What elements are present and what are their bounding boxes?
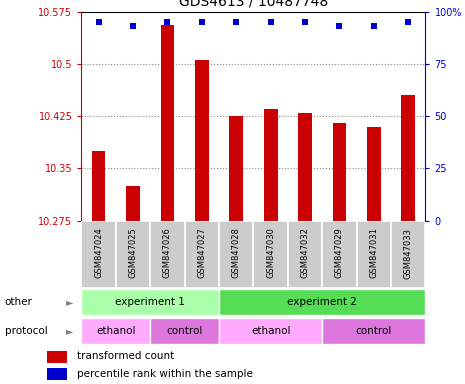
Text: GSM847026: GSM847026 xyxy=(163,228,172,278)
Bar xyxy=(92,151,106,221)
Text: GSM847032: GSM847032 xyxy=(300,228,310,278)
Bar xyxy=(332,123,346,221)
Text: GSM847025: GSM847025 xyxy=(128,228,138,278)
Text: ►: ► xyxy=(66,326,73,336)
Text: protocol: protocol xyxy=(5,326,47,336)
Bar xyxy=(46,368,67,380)
Bar xyxy=(195,60,209,221)
Point xyxy=(95,19,102,25)
Title: GDS4613 / 10487748: GDS4613 / 10487748 xyxy=(179,0,328,9)
Bar xyxy=(150,221,185,288)
Text: control: control xyxy=(356,326,392,336)
Bar xyxy=(401,95,415,221)
Text: GSM847031: GSM847031 xyxy=(369,228,379,278)
Bar xyxy=(322,318,425,344)
Bar xyxy=(357,221,391,288)
Bar xyxy=(81,290,219,315)
Bar xyxy=(229,116,243,221)
Point xyxy=(232,19,240,25)
Bar xyxy=(126,186,140,221)
Point xyxy=(129,23,137,29)
Bar xyxy=(219,221,253,288)
Text: GSM847028: GSM847028 xyxy=(232,228,241,278)
Text: experiment 1: experiment 1 xyxy=(115,297,185,307)
Bar xyxy=(185,221,219,288)
Bar xyxy=(150,318,219,344)
Point xyxy=(267,19,274,25)
Bar xyxy=(322,221,357,288)
Bar xyxy=(219,290,425,315)
Text: percentile rank within the sample: percentile rank within the sample xyxy=(77,369,252,379)
Point xyxy=(198,19,206,25)
Point xyxy=(164,19,171,25)
Bar xyxy=(367,127,381,221)
Text: GSM847033: GSM847033 xyxy=(404,228,413,278)
Text: GSM847027: GSM847027 xyxy=(197,228,206,278)
Text: ethanol: ethanol xyxy=(251,326,290,336)
Text: ►: ► xyxy=(66,297,73,307)
Bar xyxy=(116,221,150,288)
Bar xyxy=(81,318,150,344)
Bar xyxy=(298,113,312,221)
Text: GSM847024: GSM847024 xyxy=(94,228,103,278)
Text: GSM847030: GSM847030 xyxy=(266,228,275,278)
Point xyxy=(370,23,378,29)
Bar xyxy=(81,221,116,288)
Bar xyxy=(219,318,322,344)
Text: control: control xyxy=(166,326,203,336)
Text: GSM847029: GSM847029 xyxy=(335,228,344,278)
Bar xyxy=(253,221,288,288)
Bar xyxy=(391,221,425,288)
Bar xyxy=(264,109,278,221)
Point xyxy=(301,19,309,25)
Bar xyxy=(46,351,67,363)
Bar xyxy=(160,25,174,221)
Text: ethanol: ethanol xyxy=(96,326,135,336)
Text: transformed count: transformed count xyxy=(77,351,174,361)
Point xyxy=(336,23,343,29)
Text: other: other xyxy=(5,297,33,307)
Point xyxy=(405,19,412,25)
Text: experiment 2: experiment 2 xyxy=(287,297,357,307)
Bar xyxy=(288,221,322,288)
